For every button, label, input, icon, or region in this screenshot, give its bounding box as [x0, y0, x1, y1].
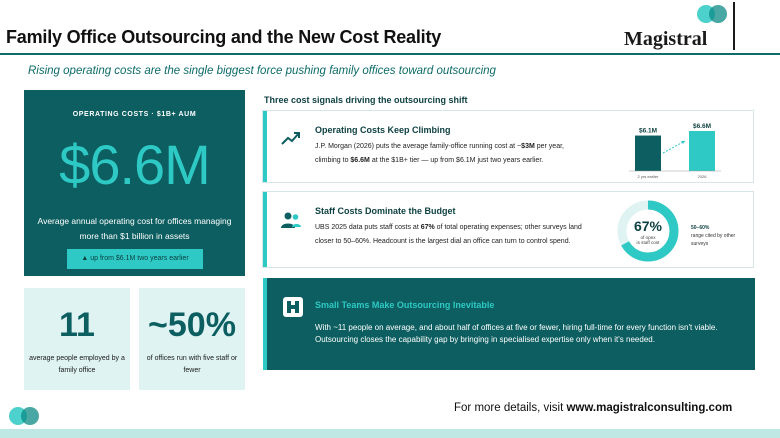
bar-data-label: $6.6M [693, 123, 711, 130]
operating-cost-label: OPERATING COSTS · $1B+ AUM [72, 111, 197, 118]
stat-value: 11 [59, 306, 95, 344]
website-link[interactable]: www.magistralconsulting.com [566, 402, 733, 414]
bar [635, 135, 661, 171]
card-accent-bar [263, 278, 267, 370]
donut-side-label: range cited by other surveys [691, 233, 736, 247]
title-underline [0, 53, 780, 55]
card-accent-bar [263, 192, 267, 267]
card-heading: Staff Costs Dominate the Budget [315, 206, 456, 216]
donut-side-note: 50–60% range cited by other surveys [691, 224, 745, 248]
stat-description: average people employed by a family offi… [29, 355, 125, 374]
donut-center-label: of opex [640, 235, 656, 240]
header: Family Office Outsourcing and the New Co… [0, 0, 780, 56]
operating-cost-bar-chart: $6.1M 2 yrs earlier $6.6M 2026 [629, 123, 721, 179]
card-text: With ~11 people on average, and about ha… [315, 323, 718, 344]
card-staff-costs: Staff Costs Dominate the Budget UBS 2025… [262, 191, 754, 268]
card-heading: Small Teams Make Outsourcing Inevitable [315, 300, 495, 310]
stat-tile-small-offices: ~50% of offices run with five staff or f… [139, 288, 245, 390]
card-small-teams: Small Teams Make Outsourcing Inevitable … [263, 278, 755, 370]
bar-data-label: $6.1M [639, 128, 657, 135]
card-accent-bar [263, 111, 267, 182]
stat-tile-employees: 11 average people employed by a family o… [24, 288, 130, 390]
operating-cost-card: OPERATING COSTS · $1B+ AUM $6.6M Average… [24, 90, 245, 276]
brand-logo-icon [9, 407, 39, 425]
trend-arrowhead [681, 141, 685, 144]
donut-side-value: 50–60% [691, 225, 710, 231]
footer-note: For more details, visit www.magistralcon… [454, 402, 733, 414]
page-subtitle: Rising operating costs are the single bi… [28, 65, 496, 77]
card-text: UBS 2025 data puts staff costs at 67% of… [315, 224, 582, 245]
stat-value: ~50% [148, 306, 236, 344]
brand-logo-icon [697, 5, 727, 23]
trend-up-icon [281, 132, 300, 145]
trend-arrow [662, 140, 686, 154]
donut-center-value: 67% [634, 218, 663, 234]
operating-cost-value: $6.6M [59, 133, 211, 196]
operating-cost-description: Average annual operating cost for office… [37, 216, 232, 241]
footer-band [0, 429, 780, 438]
bar-category-label: 2 yrs earlier [638, 174, 660, 179]
page-title: Family Office Outsourcing and the New Co… [6, 27, 442, 47]
bar [689, 131, 715, 171]
stat-description: of offices run with five staff or fewer [146, 355, 238, 374]
brand-divider [733, 2, 735, 50]
card-text: J.P. Morgan (2026) puts the average fami… [315, 143, 564, 164]
section-heading: Three cost signals driving the outsourci… [264, 95, 468, 105]
card-operating-costs: Operating Costs Keep Climbing J.P. Morga… [262, 110, 754, 183]
operating-cost-change-badge: ▲ up from $6.1M two years earlier [67, 249, 203, 269]
people-icon [281, 212, 301, 228]
donut-center-label: is staff cost [637, 240, 661, 245]
card-heading: Operating Costs Keep Climbing [315, 125, 451, 135]
puzzle-icon [283, 297, 303, 317]
donut-slice-staff [617, 200, 679, 262]
brand-name: Magistral [624, 28, 708, 50]
bar-category-label: 2026 [698, 174, 708, 179]
